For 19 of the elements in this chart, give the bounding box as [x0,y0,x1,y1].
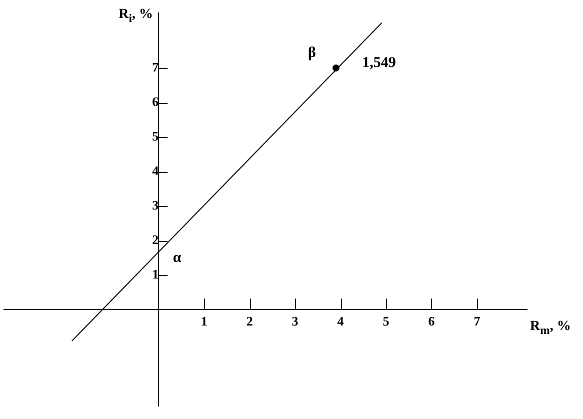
x-tick-label: 5 [382,314,390,329]
y-axis-title: R$_{i}$, % [118,7,153,27]
x-tick-label: 7 [474,314,481,329]
annotation: 1,549 [362,54,396,71]
x-tick-label: 3 [292,314,299,329]
y-tick-label: 7 [152,59,160,74]
annotation: α [172,250,182,266]
y-tick-label: 3 [152,197,160,212]
x-tick-label: 1 [200,314,208,329]
y-tick-label: 4 [152,162,160,178]
x-tick-label: 2 [246,314,253,329]
y-tick-label: 6 [152,94,160,109]
x-tick-label: 6 [428,314,436,329]
annotation: β [308,44,316,61]
y-tick-label: 1 [152,266,159,282]
x-tick-label: 4 [337,314,344,329]
x-axis-title: R$_{m}$, % [530,319,571,339]
y-tick-label: 5 [152,128,160,144]
y-tick-label: 2 [152,232,159,247]
